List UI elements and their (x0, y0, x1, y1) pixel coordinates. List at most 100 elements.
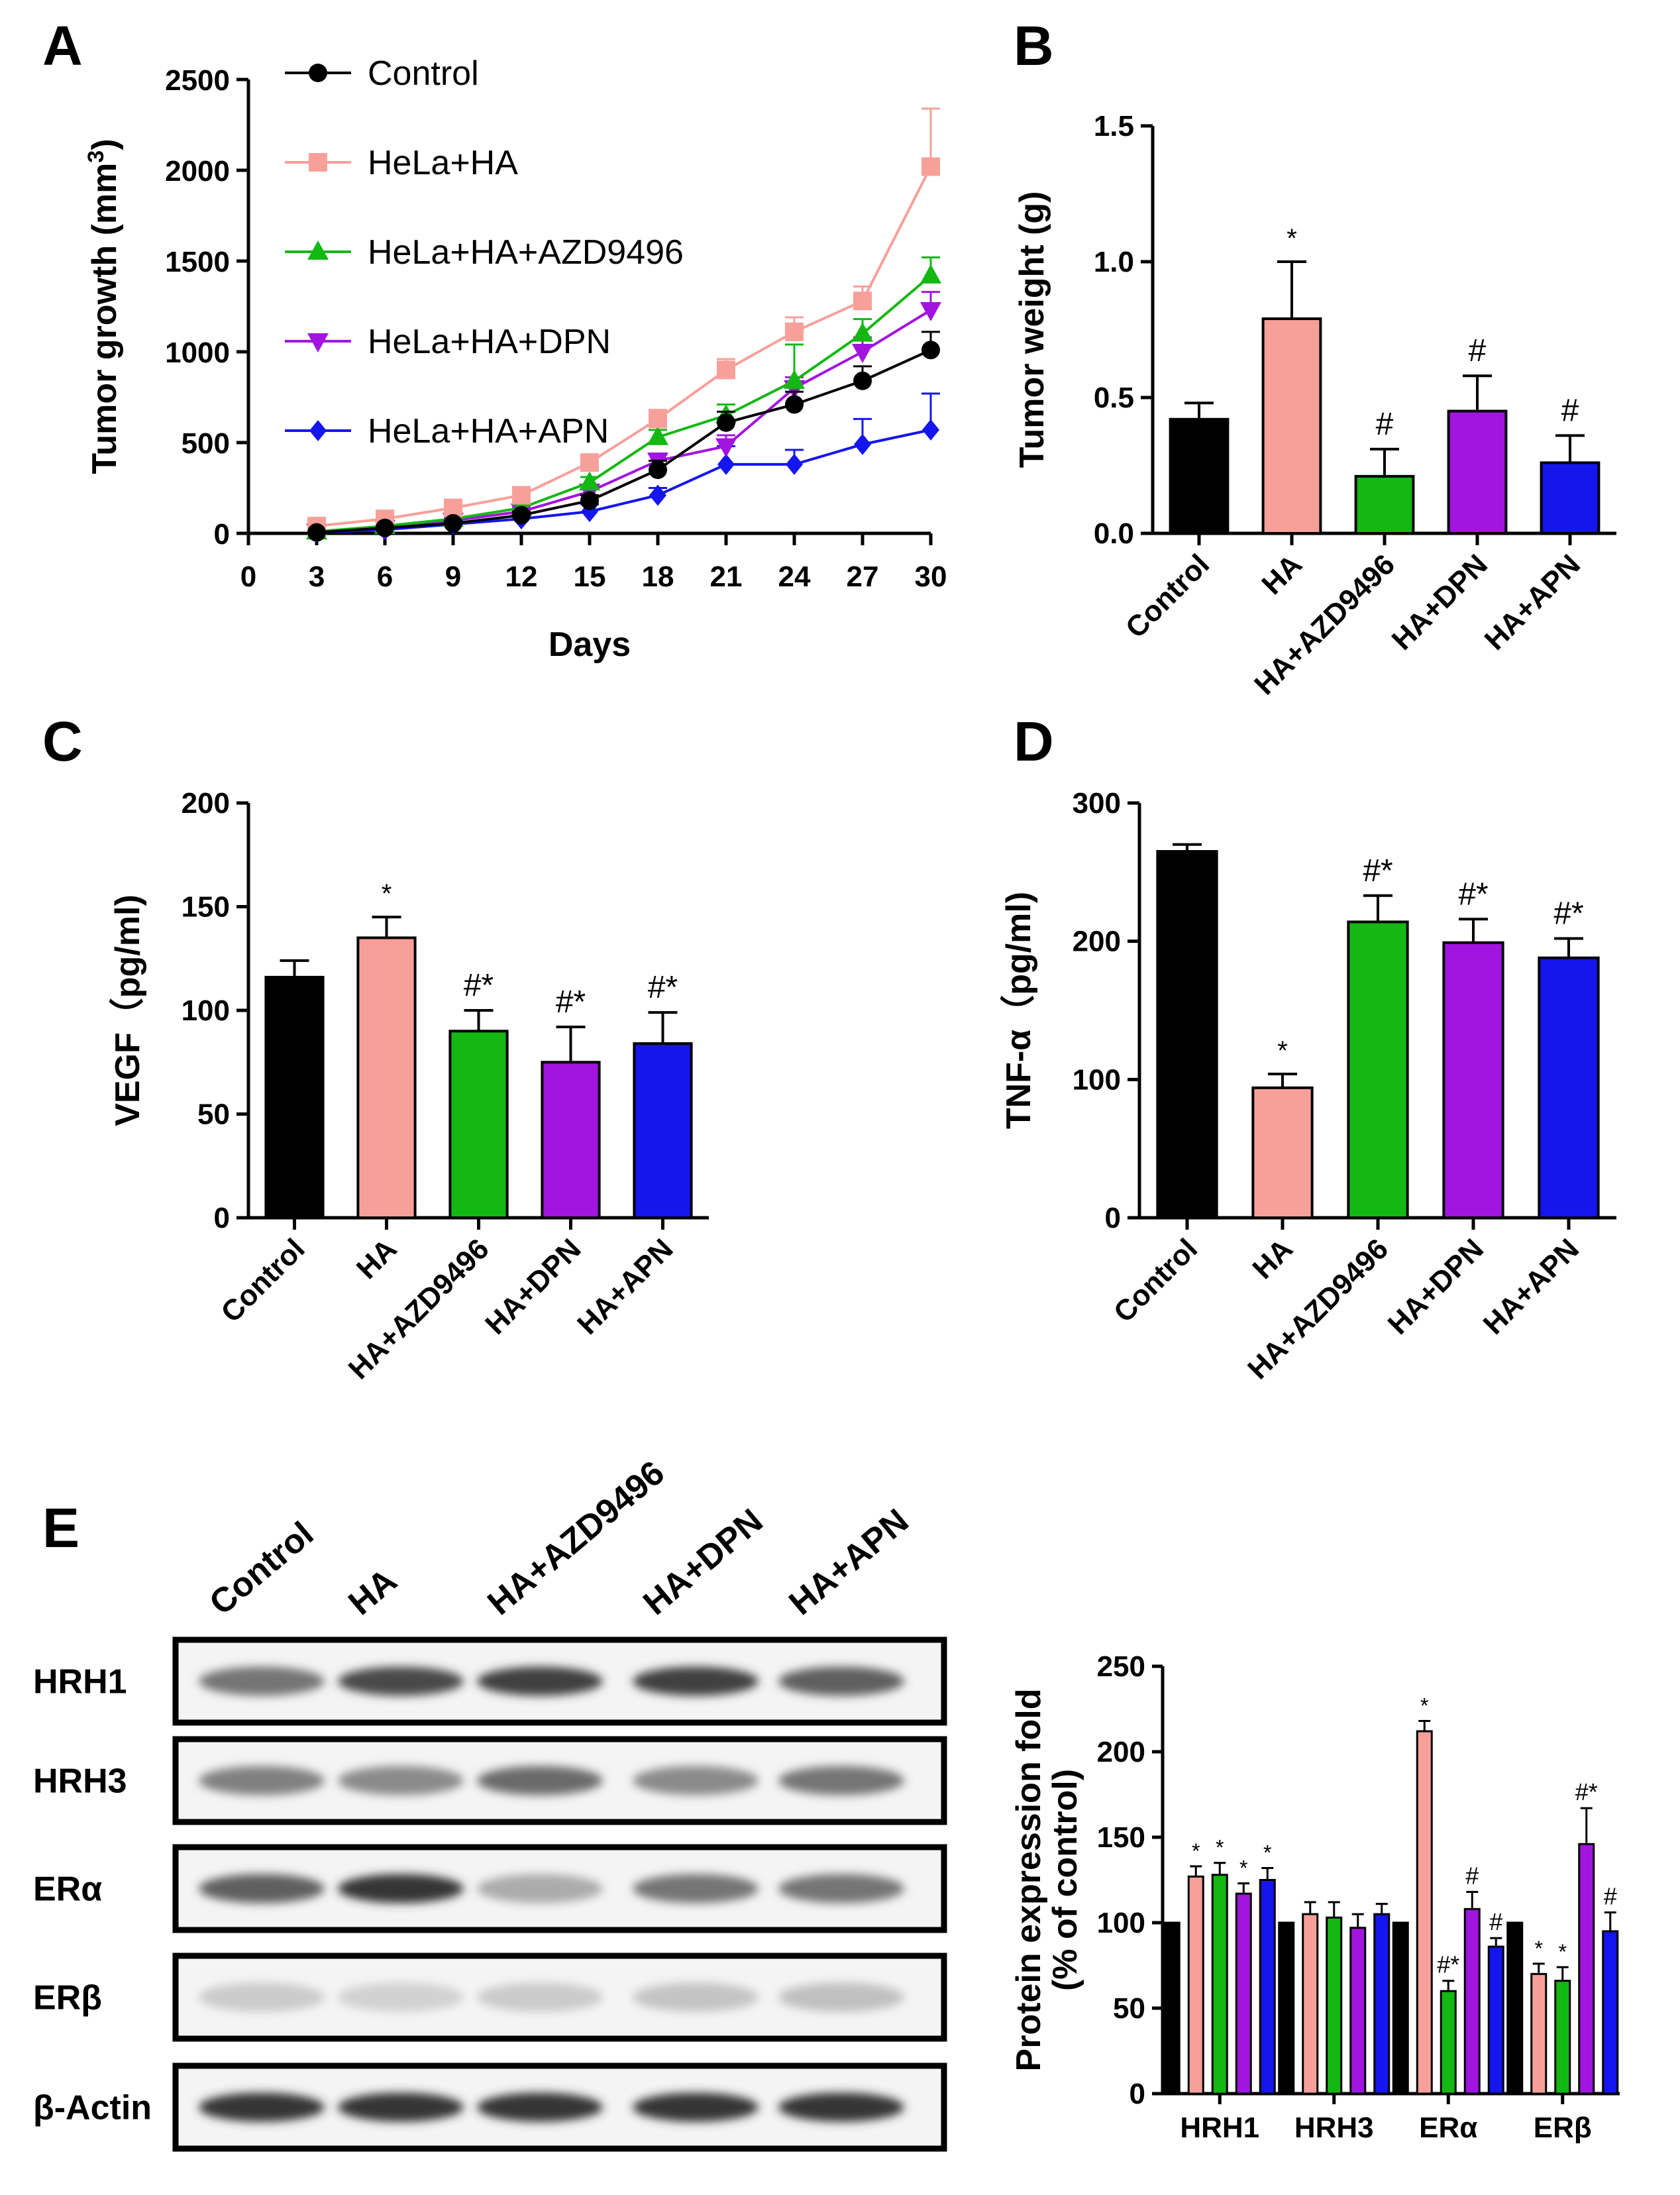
significance-mark: #* (464, 968, 494, 1003)
x-tick-label: Control (215, 1232, 311, 1328)
x-tick-label: HRH3 (1294, 2112, 1374, 2144)
x-tick-label: 9 (445, 561, 461, 593)
significance-mark: #* (648, 970, 678, 1005)
y-tick-label: 300 (1073, 787, 1121, 820)
x-tick-label: 15 (574, 561, 606, 593)
data-point (580, 453, 599, 472)
x-tick-label: 0 (240, 561, 256, 593)
panel-label-B: B (1014, 15, 1054, 77)
data-point (853, 371, 872, 390)
blot-band (778, 1874, 904, 1903)
bar-ERβ-Control (1506, 1921, 1524, 2095)
bar-HA+APN (1538, 956, 1600, 1219)
x-tick-label: HA (1255, 548, 1308, 601)
x-tick-label: 21 (710, 561, 743, 593)
blot-band (477, 2092, 603, 2122)
bar-Control (1169, 417, 1230, 535)
blot-band (778, 1666, 904, 1696)
x-tick-label: 27 (847, 561, 879, 593)
y-tick-label: 100 (1073, 1063, 1121, 1096)
significance-mark: * (1559, 1940, 1567, 1964)
blot-band (633, 1666, 759, 1696)
y-tick-label: 500 (182, 427, 230, 460)
bar-Control (264, 975, 325, 1220)
blot-band (477, 1666, 603, 1696)
blot-band (199, 1666, 325, 1696)
y-tick-label: 0 (214, 1202, 230, 1234)
y-tick-label: 200 (182, 787, 230, 820)
bar-HA+DPN (1447, 409, 1508, 535)
data-point (785, 395, 804, 414)
y-axis-label-2: (% of control) (1046, 1769, 1084, 1991)
data-point (785, 322, 804, 341)
data-point (717, 453, 735, 475)
y-tick-label: 0.5 (1094, 382, 1134, 414)
blot-row-3 (172, 1953, 947, 2042)
significance-mark: * (1192, 1839, 1200, 1863)
series-line (316, 309, 932, 533)
data-point (376, 518, 394, 537)
bar-HA+APN (633, 1042, 693, 1219)
blot-band (633, 1766, 759, 1795)
blot-band (199, 1982, 325, 2012)
bar-ERβ-HA+DPN (1578, 1843, 1595, 2095)
legend-label: HeLa+HA+AZD9496 (368, 233, 684, 272)
y-axis-label-end: ) (85, 138, 124, 150)
series-line (316, 428, 931, 534)
panel-label-A: A (42, 15, 83, 77)
lane-label-3: HA+DPN (636, 1501, 770, 1623)
legend-marker (309, 153, 327, 172)
blot-band (338, 1666, 464, 1696)
bar-ERα-Control (1392, 1921, 1409, 2095)
data-point (512, 506, 531, 525)
data-point (649, 460, 667, 480)
bar-HA+DPN (541, 1061, 601, 1219)
y-tick-label: 150 (182, 891, 230, 924)
x-tick-label: ERα (1419, 2112, 1477, 2144)
blot-band (477, 1766, 603, 1795)
y-tick-label: 200 (1097, 1736, 1145, 1768)
blot-band (778, 1766, 904, 1795)
lane-label-4: HA+APN (782, 1501, 916, 1623)
legend-label: Control (368, 54, 479, 93)
blot-row-label-4: β-Actin (33, 2089, 152, 2127)
significance-mark: # (1376, 407, 1394, 442)
significance-mark: * (1216, 1836, 1224, 1860)
tumor-growth-line-chart: 0 500 1000 1500 2000 2500 0 3 6 9 12 15 18 21 24 27 30 Da… (83, 54, 947, 664)
x-tick-label: 18 (642, 561, 674, 593)
bar-ERβ-HA+AZD9496 (1554, 1980, 1571, 2095)
x-tick-label: Control (1120, 548, 1216, 644)
significance-mark: * (1420, 1694, 1428, 1718)
x-tick-label: 24 (778, 561, 811, 593)
lane-label-0: Control (202, 1515, 321, 1623)
data-point (920, 264, 941, 284)
data-point (920, 301, 941, 321)
bar-HA (1251, 1086, 1314, 1220)
y-tick-label: 200 (1073, 926, 1121, 958)
bar-HRH1-HA+DPN (1235, 1892, 1252, 2095)
significance-mark: #* (1553, 896, 1583, 931)
lane-label-1: HA (341, 1561, 404, 1623)
bar-HRH1-HA+APN (1259, 1879, 1276, 2095)
y-axis-label: Tumor growth (mm3) (83, 138, 124, 474)
blot-row-label-3: ERβ (33, 1979, 102, 2017)
series-HeLa+HA+AZD9496 (306, 256, 941, 540)
panel-label-C: C (42, 710, 83, 773)
blot-band (633, 1982, 759, 2012)
y-tick-label: 150 (1097, 1821, 1145, 1854)
series-line (316, 274, 932, 533)
y-tick-label: 0 (1129, 2078, 1145, 2110)
bar-HRH3-HA (1302, 1913, 1319, 2095)
blot-band (778, 1982, 904, 2012)
bar-ERα-HA (1416, 1730, 1433, 2095)
bar-ERα-HA+DPN (1463, 1907, 1481, 2095)
blot-band (199, 2092, 325, 2122)
significance-mark: #* (1458, 877, 1488, 912)
x-tick-label: HA+DPN (479, 1232, 587, 1340)
blot-band (477, 1982, 603, 2012)
x-tick-label: HA+DPN (1386, 548, 1494, 656)
tumor-weight-bar-chart: 0.00.51.01.5Control*HA#HA+AZD9496#HA+DPN… (1013, 110, 1616, 701)
x-axis-label: Days (549, 625, 631, 664)
bar-HRH3-HA+AZD9496 (1326, 1916, 1343, 2095)
